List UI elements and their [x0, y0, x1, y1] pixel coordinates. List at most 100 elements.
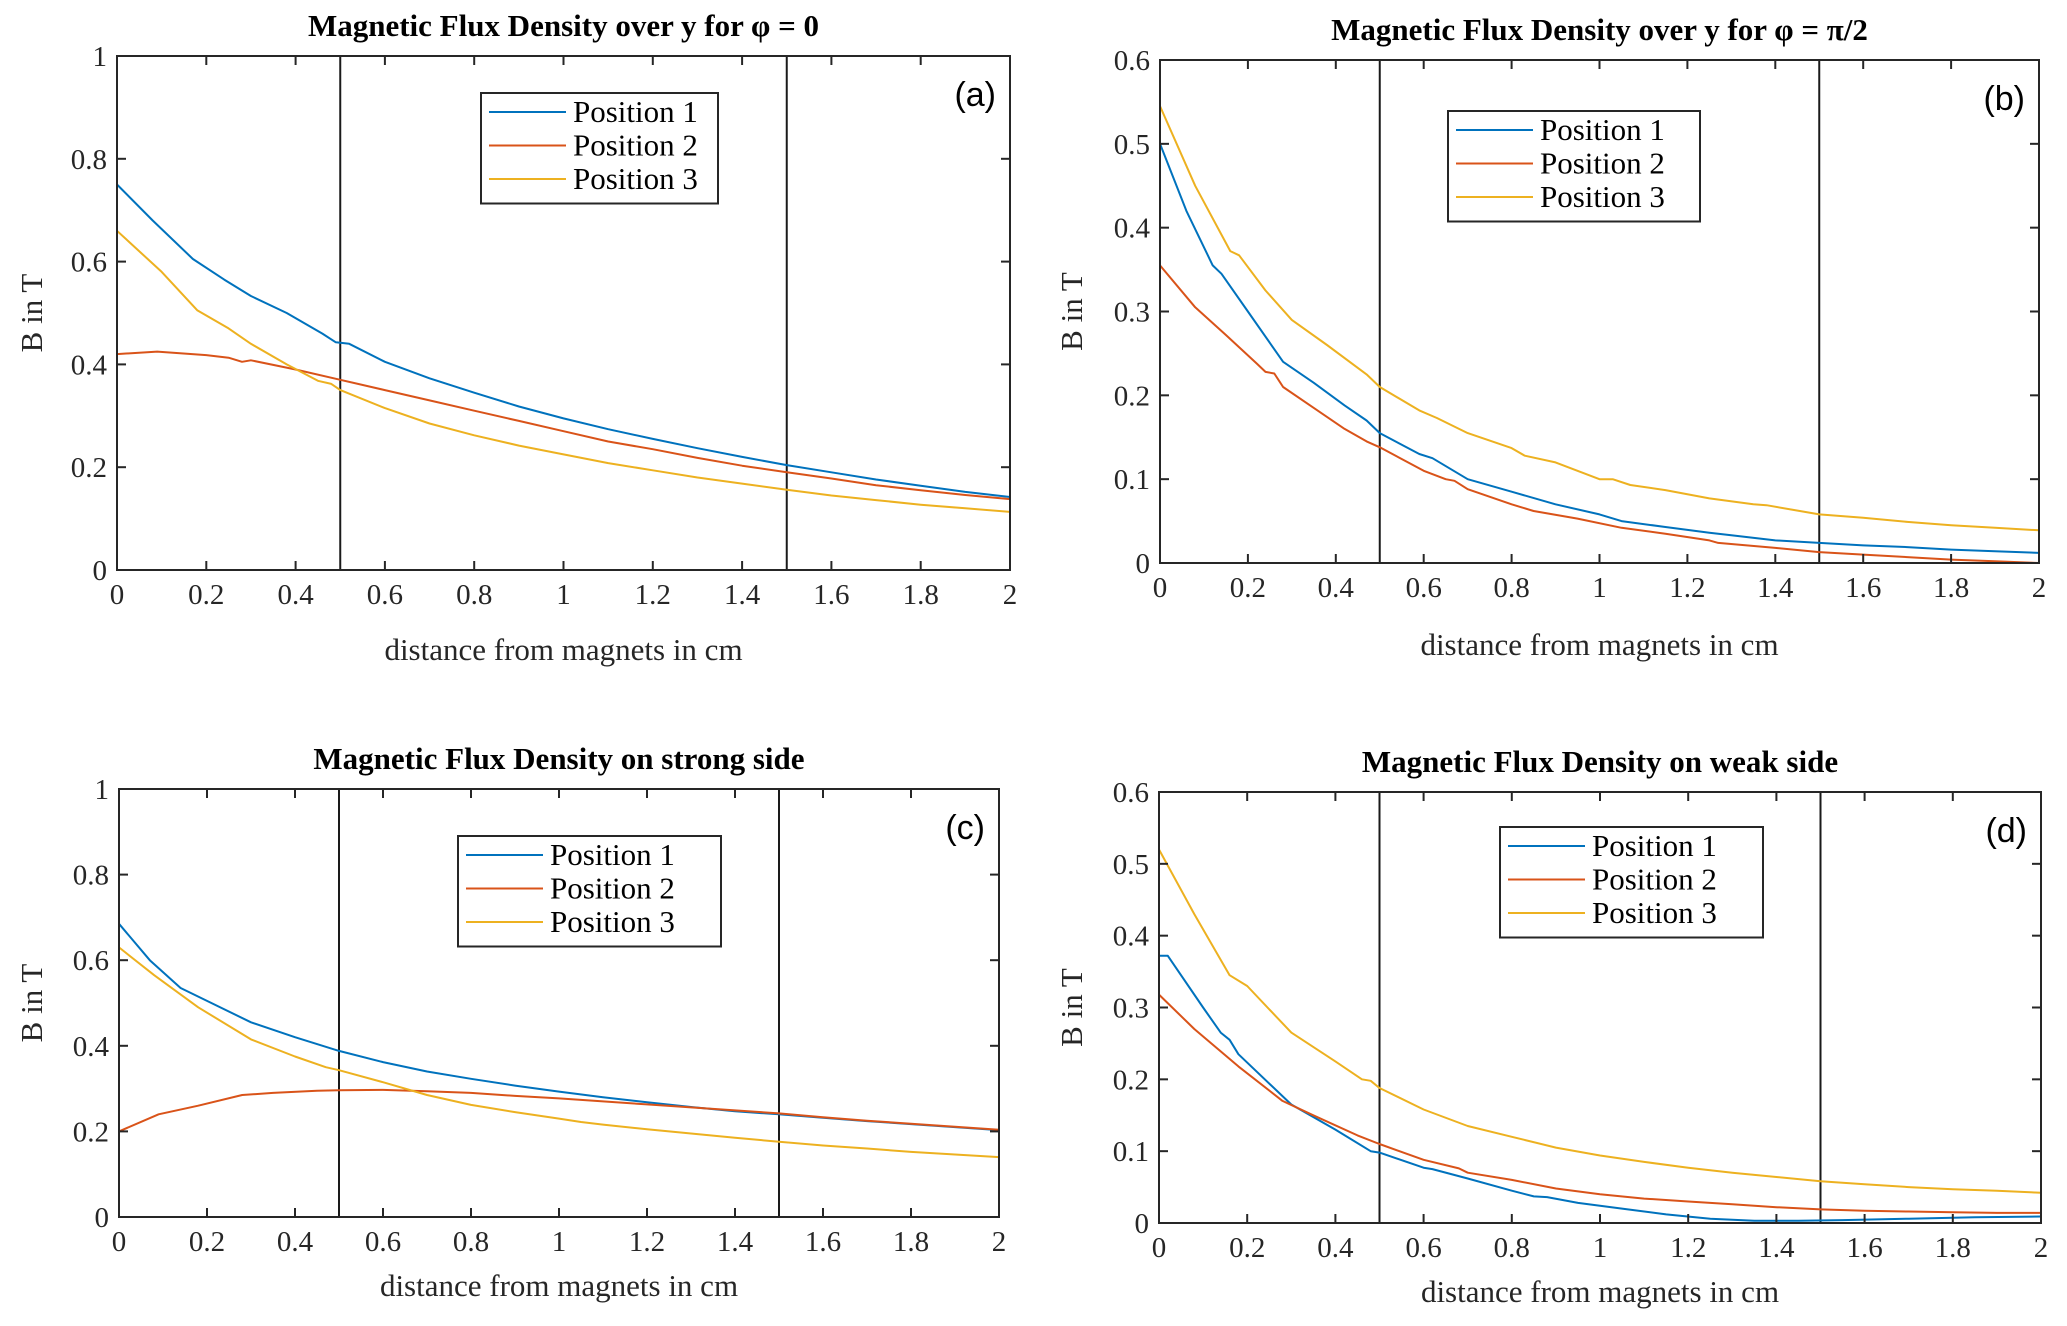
x-tick-label: 1.6: [813, 579, 849, 611]
x-tick-label: 0: [1153, 572, 1168, 604]
y-tick-label: 0.5: [1113, 849, 1149, 881]
y-tick-label: 0.2: [1114, 380, 1150, 412]
x-tick-label: 1: [552, 1226, 567, 1258]
y-tick-label: 0.3: [1114, 297, 1150, 329]
x-axis-label: distance from magnets in cm: [384, 632, 742, 667]
y-tick-label: 0: [1136, 548, 1151, 580]
x-tick-label: 1.4: [1757, 572, 1794, 604]
x-axis-label: distance from magnets in cm: [380, 1268, 738, 1303]
x-tick-label: 1.6: [1845, 572, 1881, 604]
legend-entry-label: Position 2: [550, 871, 675, 906]
y-axis-label: B in T: [14, 274, 49, 353]
panel-label: (c): [945, 809, 985, 847]
x-tick-label: 1.8: [1933, 572, 1969, 604]
x-tick-label: 1: [1593, 1232, 1608, 1264]
x-tick-label: 2: [2032, 572, 2047, 604]
x-tick-label: 0.4: [277, 1226, 314, 1258]
panel-label: (b): [1983, 80, 2025, 118]
series-line-position-1: [116, 183, 1011, 498]
y-axis-label: B in T: [14, 964, 49, 1043]
x-tick-label: 1.2: [635, 579, 671, 611]
legend-entry-label: Position 1: [1540, 112, 1665, 147]
series-line-position-3: [1158, 849, 2042, 1194]
x-tick-label: 1.4: [717, 1226, 754, 1258]
x-tick-label: 0.2: [188, 579, 224, 611]
subplot-b: Magnetic Flux Density over y for φ = π/2…: [1054, 12, 2046, 662]
panel-label: (a): [954, 76, 996, 114]
x-tick-label: 1.4: [724, 579, 761, 611]
y-tick-label: 0.2: [73, 1116, 109, 1148]
y-tick-label: 0.4: [73, 1031, 110, 1063]
chart-title: Magnetic Flux Density on weak side: [1362, 744, 1838, 779]
legend-entry-label: Position 3: [550, 904, 675, 939]
x-tick-label: 1.8: [893, 1226, 929, 1258]
x-tick-label: 1.6: [1846, 1232, 1882, 1264]
y-tick-label: 1: [93, 41, 108, 73]
x-tick-label: 1: [556, 579, 571, 611]
y-tick-label: 1: [95, 774, 110, 806]
series-line-position-3: [116, 230, 1011, 513]
x-tick-label: 0.8: [1493, 572, 1529, 604]
subplot-c: Magnetic Flux Density on strong side 0 0.2…: [14, 741, 1006, 1303]
x-tick-label: 1.8: [1935, 1232, 1971, 1264]
x-tick-label: 0.8: [1494, 1232, 1530, 1264]
series-line-position-1: [1159, 143, 2040, 554]
x-tick-label: 1.2: [1669, 572, 1705, 604]
x-tick-label: 1: [1592, 572, 1607, 604]
y-tick-label: 0: [1135, 1208, 1150, 1240]
series-line-position-3: [118, 946, 1000, 1159]
series-line-position-2: [118, 1088, 1000, 1133]
series-line-position-2: [1158, 993, 2041, 1214]
x-tick-label: 0: [110, 579, 125, 611]
subplot-a: Magnetic Flux Density over y for φ = 00 0…: [14, 8, 1017, 667]
x-tick-label: 1.8: [903, 579, 939, 611]
y-tick-label: 0.8: [71, 144, 107, 176]
legend-entry-label: Position 2: [573, 128, 698, 163]
y-axis-label: B in T: [1054, 968, 1089, 1047]
y-tick-label: 0.6: [1114, 45, 1150, 77]
x-tick-label: 0.6: [1405, 1232, 1441, 1264]
chart-title: Magnetic Flux Density over y for φ = π/2: [1331, 12, 1868, 47]
y-tick-label: 0.1: [1114, 464, 1150, 496]
x-tick-label: 1.6: [805, 1226, 841, 1258]
legend-entry-label: Position 3: [573, 161, 698, 196]
x-tick-label: 0.6: [365, 1226, 401, 1258]
panel-label: (d): [1985, 812, 2027, 850]
y-tick-label: 0.4: [1113, 921, 1150, 953]
x-tick-label: 0: [1152, 1232, 1167, 1264]
legend-entry-label: Position 2: [1592, 862, 1717, 897]
x-tick-label: 0.2: [189, 1226, 225, 1258]
x-tick-label: 0: [112, 1226, 127, 1258]
y-tick-label: 0: [95, 1202, 110, 1234]
y-tick-label: 0.6: [1113, 777, 1149, 809]
y-axis-label: B in T: [1054, 272, 1089, 351]
x-axis-label: distance from magnets in cm: [1421, 1274, 1779, 1309]
chart-title: Magnetic Flux Density over y for φ = 0: [308, 8, 819, 43]
x-tick-label: 2: [2034, 1232, 2049, 1264]
x-tick-label: 0.2: [1230, 572, 1266, 604]
x-tick-label: 2: [992, 1226, 1007, 1258]
x-tick-label: 1.2: [1670, 1232, 1706, 1264]
subplot-d: Magnetic Flux Density on weak side 0 0.2 0.…: [1054, 744, 2048, 1309]
series-line-position-3: [1159, 105, 2040, 532]
y-tick-label: 0.8: [73, 860, 109, 892]
y-tick-label: 0.4: [71, 349, 108, 381]
x-tick-label: 0.6: [1406, 572, 1442, 604]
x-tick-label: 2: [1003, 579, 1018, 611]
chart-title: Magnetic Flux Density on strong side: [313, 741, 804, 776]
y-tick-label: 0: [93, 555, 108, 587]
y-tick-label: 0.3: [1113, 993, 1149, 1025]
x-tick-label: 0.4: [277, 579, 314, 611]
series-line-position-2: [1159, 264, 2040, 564]
y-tick-label: 0.1: [1113, 1136, 1149, 1168]
legend-entry-label: Position 1: [573, 94, 698, 129]
x-tick-label: 0.4: [1317, 1232, 1354, 1264]
y-tick-label: 0.4: [1114, 213, 1151, 245]
legend-entry-label: Position 3: [1592, 895, 1717, 930]
y-tick-label: 0.2: [71, 452, 107, 484]
y-tick-label: 0.2: [1113, 1064, 1149, 1096]
y-tick-label: 0.6: [71, 247, 107, 279]
